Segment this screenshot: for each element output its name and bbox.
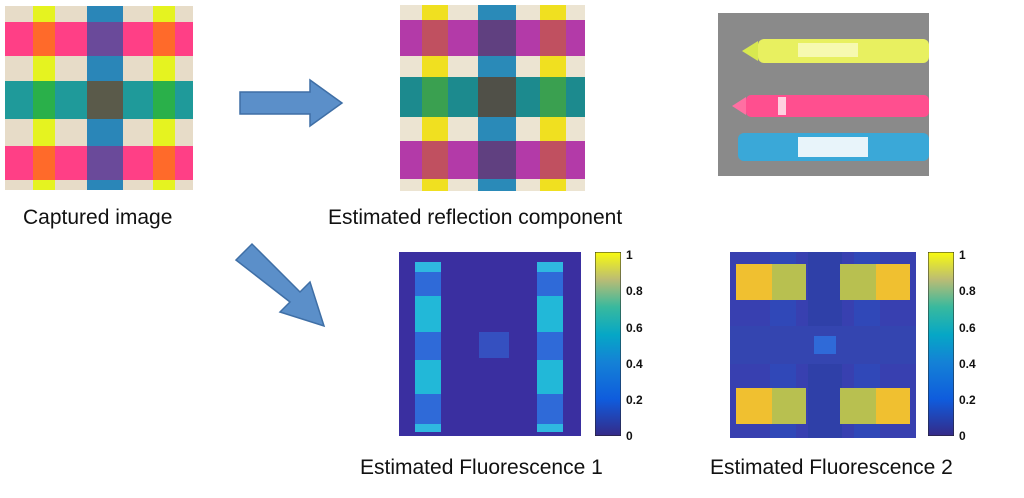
colorbar-1-tick-0.4: 0.4: [626, 357, 643, 371]
marker-pens-photo: [718, 13, 929, 176]
colorbar-2: [928, 252, 954, 436]
colorbar-1-tick-0.8: 0.8: [626, 284, 643, 298]
caption-fluorescence-1: Estimated Fluorescence 1: [360, 456, 603, 479]
colorbar-2-tick-0.8: 0.8: [959, 284, 976, 298]
colorbar-2-tick-0.4: 0.4: [959, 357, 976, 371]
caption-captured-image: Captured image: [23, 206, 173, 229]
colorbar-1-tick-0: 0: [626, 429, 633, 443]
colorbar-2-tick-0: 0: [959, 429, 966, 443]
reflection-component-image: [400, 5, 585, 191]
arrow-right: [239, 78, 344, 128]
colorbar-1-tick-0.2: 0.2: [626, 393, 643, 407]
colorbar-2-tick-1: 1: [959, 248, 966, 262]
caption-fluorescence-2: Estimated Fluorescence 2: [710, 456, 953, 479]
fluorescence-1-map: [399, 252, 581, 436]
colorbar-2-tick-0.2: 0.2: [959, 393, 976, 407]
colorbar-1-tick-0.6: 0.6: [626, 321, 643, 335]
arrow-diagonal: [234, 242, 326, 328]
colorbar-2-tick-0.6: 0.6: [959, 321, 976, 335]
captured-image: [5, 6, 193, 190]
colorbar-1-tick-1: 1: [626, 248, 633, 262]
fluorescence-2-map: [730, 252, 916, 438]
colorbar-1: [595, 252, 621, 436]
caption-reflection-component: Estimated reflection component: [328, 206, 623, 229]
